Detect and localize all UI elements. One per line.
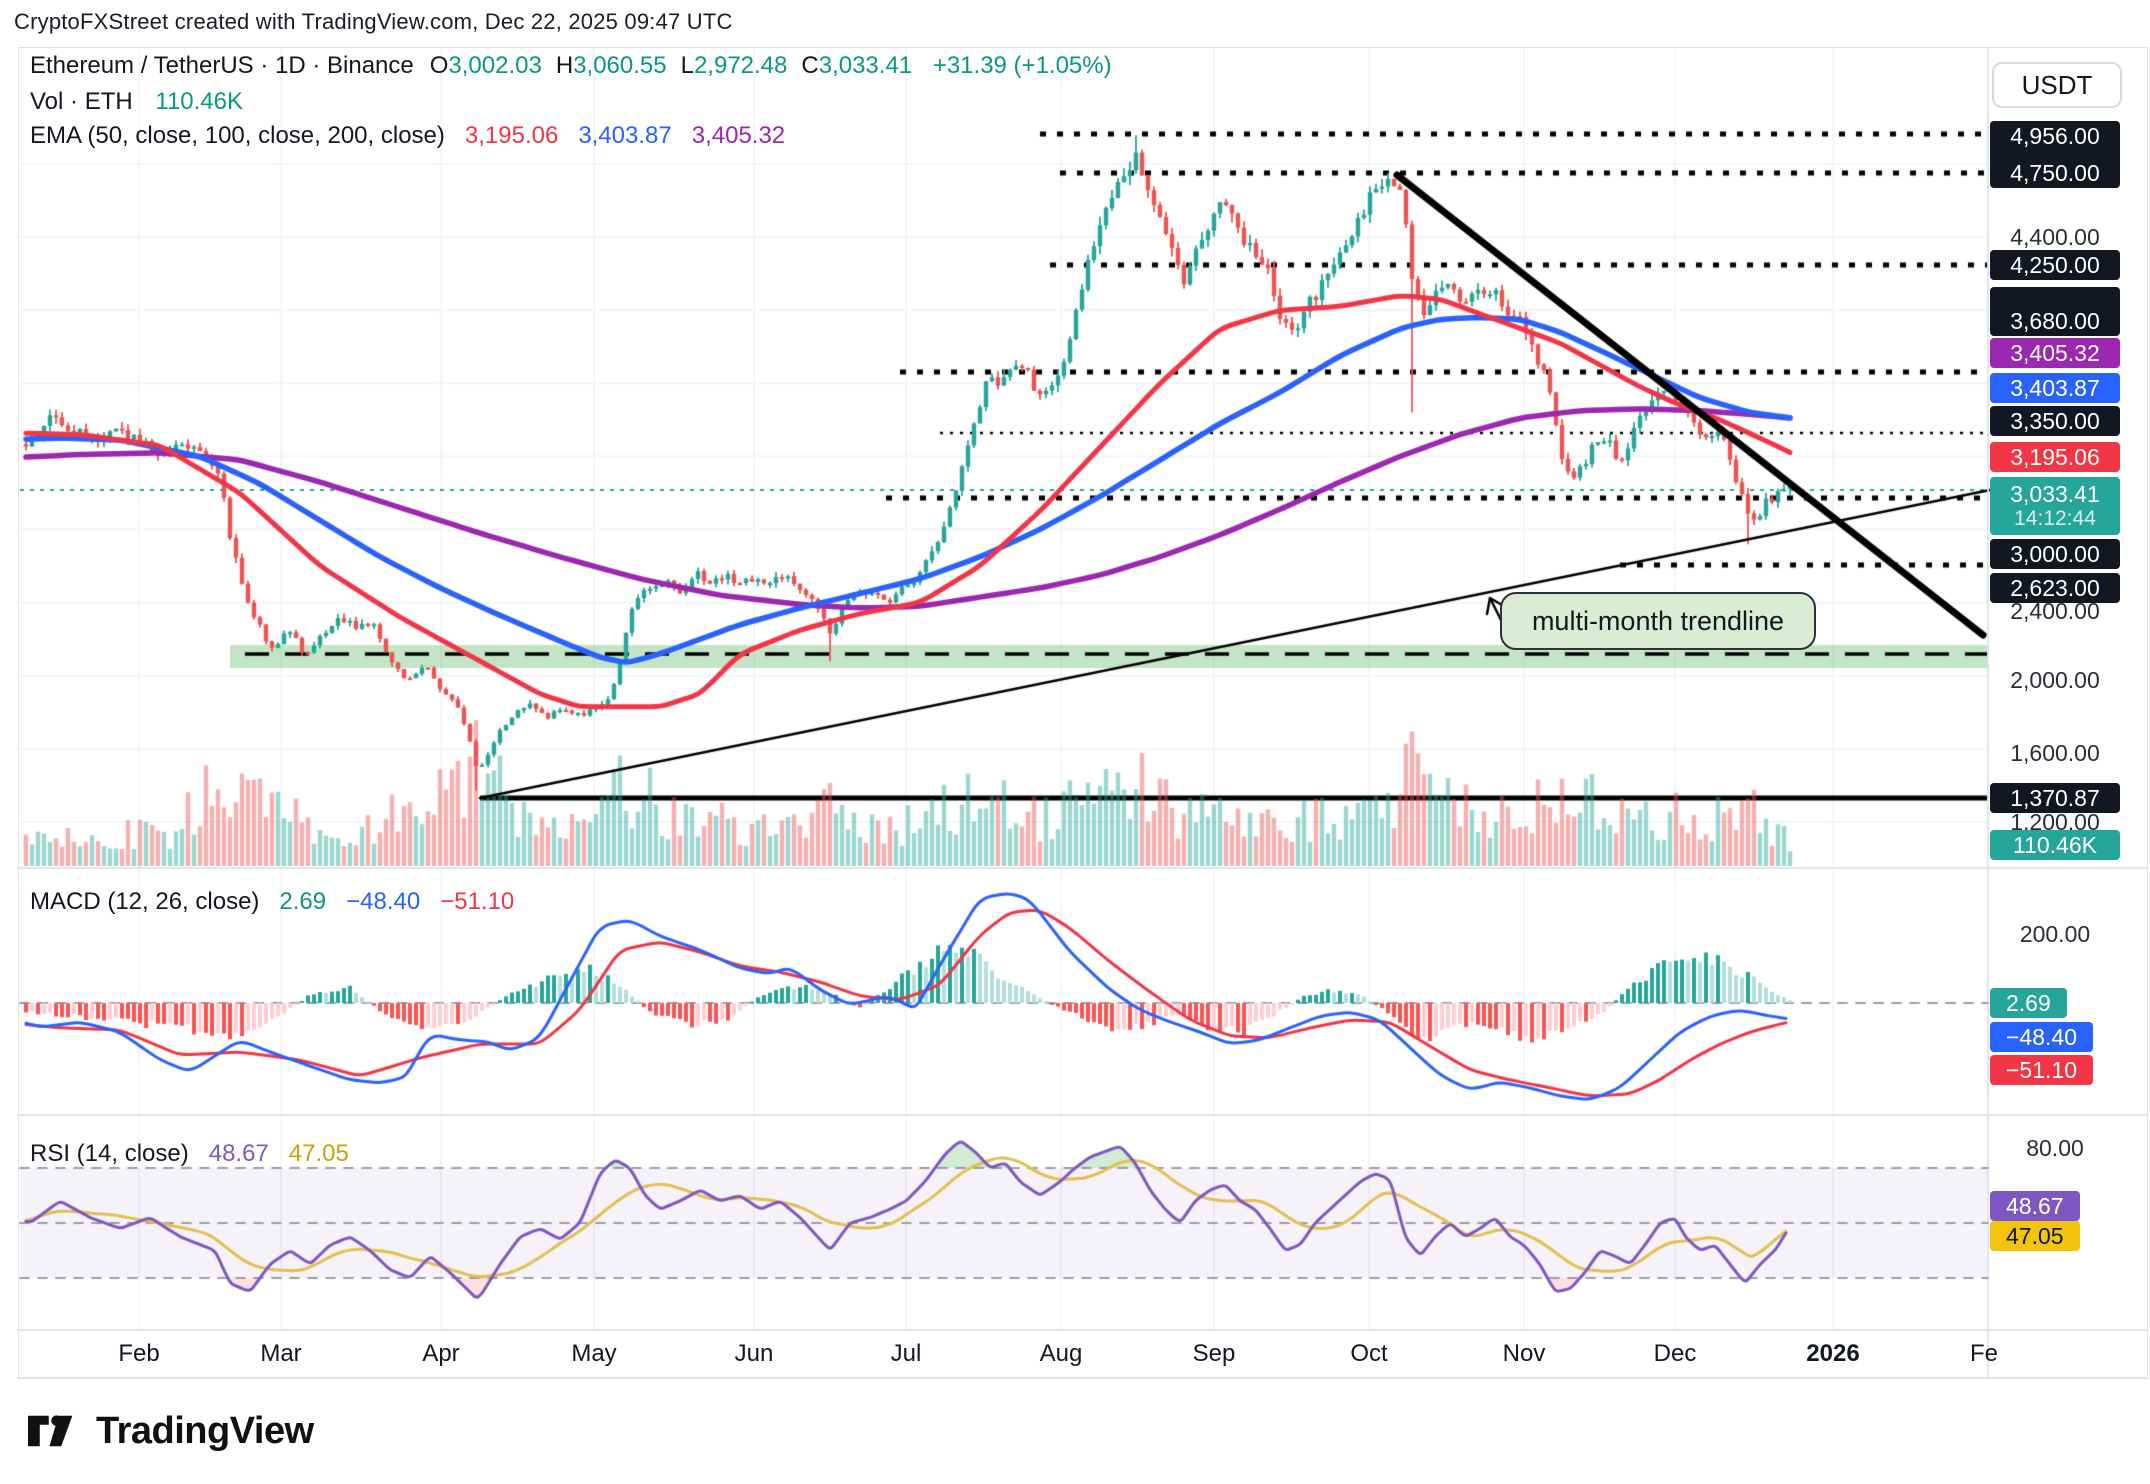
ohlc-value: 3,060.55 [573, 52, 667, 79]
change-value: +31.39 (+1.05%) [932, 52, 1112, 79]
price-badge: 47.05 [1990, 1221, 2080, 1251]
rsi-legend-row[interactable]: RSI (14, close) 48.67 47.05 [30, 1140, 365, 1168]
axis-badge-text: 3,000.00 [2010, 540, 2100, 567]
axis-label: 200.00 [2019, 920, 2091, 947]
axis-badge-text: 4,956.00 [2010, 122, 2100, 149]
axis-badge-text: 4,750.00 [2010, 159, 2100, 186]
axis-badge-text: 2,623.00 [2010, 574, 2100, 601]
price-badge: −51.10 [1990, 1055, 2093, 1085]
axis-badge-text: 48.67 [2006, 1192, 2064, 1219]
price-badge: 3,000.00 [1990, 539, 2120, 569]
time-axis-label: Fe [1969, 1340, 1999, 1367]
axis-label: 1,600.00 [2010, 739, 2100, 766]
ohlc-key: H [555, 52, 574, 79]
ohlc-key: L [680, 52, 694, 79]
price-countdown: 14:12:44 [2014, 507, 2096, 530]
ema-value: 3,195.06 [464, 122, 559, 149]
time-axis-label: Jun [734, 1340, 774, 1367]
axis-badge-text: 47.05 [2006, 1222, 2064, 1249]
axis-badge-text: 1,370.87 [2010, 784, 2100, 811]
axis-badge-text: 3,403.87 [2010, 374, 2100, 401]
axis-badge-text: 3,405.32 [2010, 339, 2100, 366]
axis-label: 80.00 [2026, 1134, 2084, 1161]
time-axis-label: Dec [1653, 1340, 1697, 1367]
price-badge: 4,750.00 [1990, 158, 2120, 188]
price-badge: 1,370.87 [1990, 783, 2120, 813]
ema-value: 3,405.32 [691, 122, 786, 149]
tradingview-logo-icon [28, 1415, 73, 1447]
price-badge: 4,250.00 [1990, 250, 2120, 280]
ohlc-value: 3,002.03 [448, 52, 542, 79]
ohlc-key: O [429, 52, 449, 79]
ohlc-key: C [801, 52, 819, 79]
ohlc-item: H3,060.55 [556, 52, 667, 79]
ohlc-item: C3,033.41 [801, 52, 912, 79]
ohlc-values: O3,002.03 H3,060.55 L2,972.48 C3,033.41 [430, 52, 926, 79]
axis-badge-text: 2.69 [2006, 989, 2051, 1016]
time-axis-label: Oct [1350, 1340, 1388, 1367]
volume-value: 110.46K [155, 88, 244, 115]
axis-badge-text: 3,033.41 [2010, 481, 2100, 507]
rsi-value: 47.05 [288, 1140, 349, 1167]
time-axis-label: Apr [422, 1340, 460, 1367]
ema-values: 3,195.06 3,403.87 3,405.32 [461, 122, 801, 149]
time-axis-label: Jul [890, 1340, 922, 1367]
axis-badge-text: −48.40 [2006, 1023, 2077, 1050]
price-badge: 3,680.00 [1990, 306, 2120, 336]
price-badge: 3,195.06 [1990, 442, 2120, 472]
price-badge: 4,956.00 [1990, 121, 2120, 151]
price-badge: 3,403.87 [1990, 373, 2120, 403]
price-badge: 110.46K [1990, 830, 2120, 860]
time-axis-label: Nov [1502, 1340, 1546, 1367]
price-badge: 3,350.00 [1990, 406, 2120, 436]
time-axis-label: 2026 [1806, 1340, 1860, 1367]
macd-value: −48.40 [346, 888, 421, 915]
rsi-value: 48.67 [208, 1140, 269, 1167]
price-badge: 3,033.41 14:12:44 [1990, 477, 2120, 535]
ema-legend-row[interactable]: EMA (50, close, 100, close, 200, close) 3… [30, 122, 801, 150]
axis-badge-text: −51.10 [2006, 1056, 2077, 1083]
ohlc-item: O3,002.03 [430, 52, 542, 79]
ohlc-value: 2,972.48 [693, 52, 788, 79]
time-axis-label: May [571, 1340, 617, 1367]
axis-badge-text: 3,350.00 [2010, 407, 2100, 434]
tradingview-logo[interactable]: TradingView [28, 1406, 314, 1456]
macd-legend-row[interactable]: MACD (12, 26, close) 2.69 −48.40 −51.10 [30, 888, 530, 916]
price-badge: 2,623.00 [1990, 573, 2120, 603]
time-axis-label: Feb [118, 1340, 160, 1367]
tradingview-logo-text: TradingView [96, 1409, 314, 1452]
ema-label: EMA (50, close, 100, close, 200, close) [30, 122, 445, 149]
axis-badge-text: 4,250.00 [2010, 251, 2100, 278]
symbol-title: Ethereum / TetherUS · 1D · Binance [30, 52, 414, 79]
time-axis-label: Mar [260, 1340, 302, 1367]
ohlc-item: L2,972.48 [681, 52, 788, 79]
axis-badge-text: 3,680.00 [2010, 307, 2100, 334]
macd-label: MACD (12, 26, close) [30, 888, 260, 915]
currency-toggle-button[interactable]: USDT [1992, 62, 2122, 108]
time-axis-label: Aug [1039, 1340, 1083, 1367]
macd-value: 2.69 [279, 888, 327, 915]
volume-label: Vol · ETH [30, 88, 133, 115]
trendline-annotation[interactable]: multi-month trendline [1500, 592, 1816, 650]
price-badge: −48.40 [1990, 1022, 2093, 1052]
price-badge: 2.69 [1990, 988, 2067, 1018]
rsi-label: RSI (14, close) [30, 1140, 189, 1167]
ohlc-value: 3,033.41 [818, 52, 913, 79]
axis-label: 2,000.00 [2010, 666, 2100, 693]
macd-value: −51.10 [440, 888, 515, 915]
volume-legend-row[interactable]: Vol · ETH 110.46K [30, 88, 243, 116]
trendline-annotation-text: multi-month trendline [1531, 605, 1785, 636]
macd-values: 2.69 −48.40 −51.10 [275, 888, 530, 915]
time-axis-label: Sep [1192, 1340, 1236, 1367]
ema-value: 3,403.87 [578, 122, 672, 149]
symbol-legend-row[interactable]: Ethereum / TetherUS · 1D · Binance O3,002… [30, 52, 1112, 80]
price-badge: 48.67 [1990, 1191, 2080, 1221]
rsi-values: 48.67 47.05 [205, 1140, 365, 1167]
axis-badge-text: 3,195.06 [2010, 443, 2100, 470]
axis-label: 4,400.00 [2010, 223, 2100, 250]
axis-badge-text: 110.46K [2013, 831, 2097, 858]
price-badge: 3,405.32 [1990, 338, 2120, 368]
